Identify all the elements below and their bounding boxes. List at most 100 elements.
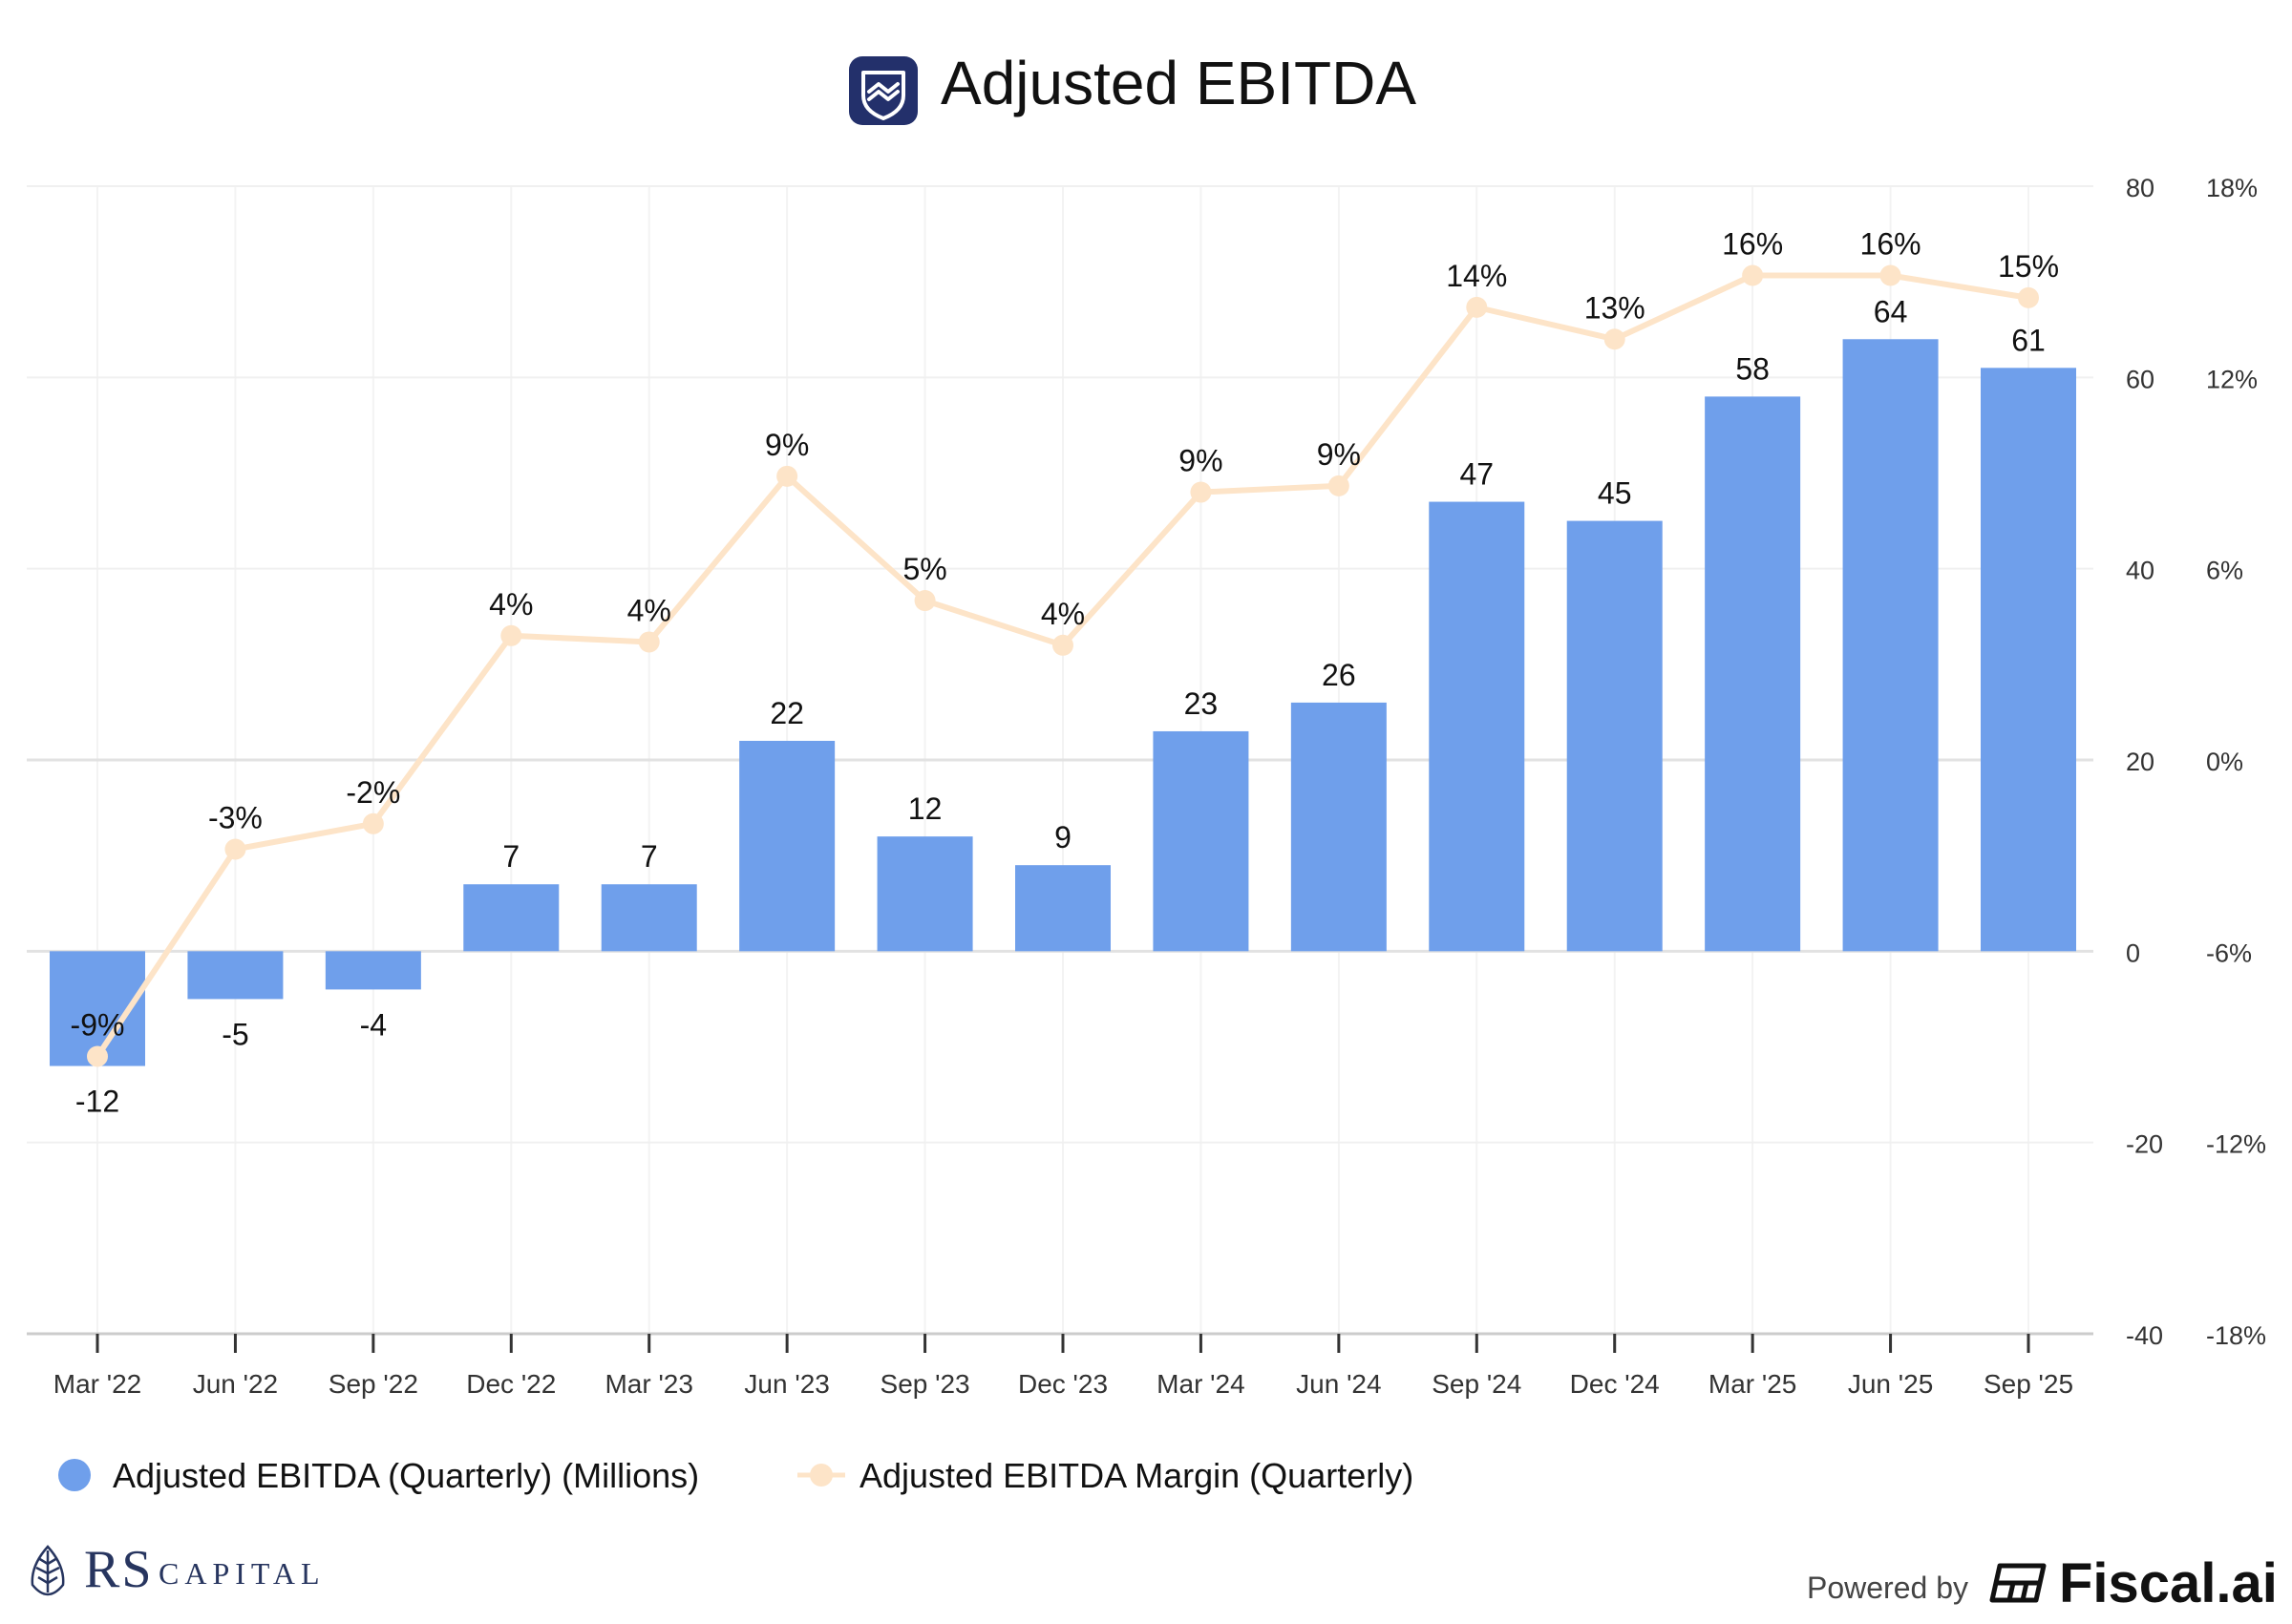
y-left-tick-label: 40 xyxy=(2126,557,2154,585)
y-right-tick-label: -6% xyxy=(2206,939,2252,967)
legend-label-line: Adjusted EBITDA Margin (Quarterly) xyxy=(860,1456,1413,1495)
x-tick-label: Jun '23 xyxy=(744,1369,829,1399)
y-left-tick-label: 60 xyxy=(2126,365,2154,393)
bar xyxy=(1290,702,1387,952)
chart-title: Adjusted EBITDA xyxy=(941,49,1416,117)
y-left-tick-label: -40 xyxy=(2126,1321,2163,1350)
title-group: Adjusted EBITDA xyxy=(849,49,1416,125)
bar-data-label: 45 xyxy=(1598,476,1632,511)
shield-handshake-icon xyxy=(861,71,905,120)
x-tick-label: Jun '25 xyxy=(1848,1369,1933,1399)
bar-layer xyxy=(50,339,2076,1066)
margin-point xyxy=(362,812,384,834)
y-right-tick-label: 18% xyxy=(2206,174,2258,202)
bar-data-label: -5 xyxy=(222,1017,248,1051)
x-tick-label: Mar '22 xyxy=(53,1369,142,1399)
bar xyxy=(1981,368,2076,952)
bar-data-label: 64 xyxy=(1874,294,1908,328)
bar-data-label: 58 xyxy=(1735,351,1770,386)
margin-data-label: 5% xyxy=(902,552,946,586)
title-logo-icon xyxy=(849,56,918,125)
x-tick-label: Mar '24 xyxy=(1157,1369,1245,1399)
x-tick-label: Jun '22 xyxy=(193,1369,278,1399)
margin-data-label: -2% xyxy=(346,775,400,810)
margin-point xyxy=(1879,264,1901,286)
x-tick-label: Dec '24 xyxy=(1570,1369,1660,1399)
bar-data-label: 26 xyxy=(1322,658,1356,692)
margin-data-label: 13% xyxy=(1584,290,1645,325)
margin-data-label: -9% xyxy=(71,1008,125,1043)
x-tick-label: Mar '25 xyxy=(1708,1369,1797,1399)
bar-data-label: 23 xyxy=(1184,686,1219,721)
bar-data-label: 7 xyxy=(502,839,520,874)
bar-data-label: 61 xyxy=(2011,323,2046,357)
margin-data-label: 14% xyxy=(1446,259,1507,293)
y-right-tick-label: -18% xyxy=(2206,1321,2266,1350)
line-layer xyxy=(87,264,2039,1067)
y-left-tick-label: -20 xyxy=(2126,1130,2163,1159)
x-tick-label: Sep '22 xyxy=(329,1369,418,1399)
margin-data-label: 4% xyxy=(627,593,671,627)
bar-data-label: -4 xyxy=(360,1007,387,1042)
axis-layer: 80 60 40 20 0 -20 -40 18% 12% 6% 0% -6% -12% -18% Mar … xyxy=(27,174,2266,1399)
y-left-tick-label: 20 xyxy=(2126,748,2154,776)
margin-point xyxy=(1052,634,1073,656)
x-tick-label: Sep '24 xyxy=(1432,1369,1521,1399)
y-right-tick-label: 12% xyxy=(2206,365,2258,393)
bar-data-label: 47 xyxy=(1459,457,1494,492)
footer-powered: Powered by Fiscal.ai xyxy=(1807,1552,2278,1614)
bar xyxy=(1015,865,1111,952)
y-left-tick-label: 80 xyxy=(2126,174,2154,202)
margin-point xyxy=(638,631,660,653)
margin-data-label: 9% xyxy=(765,428,809,462)
y-right-tick-label: -12% xyxy=(2206,1130,2266,1159)
bar-data-label: 7 xyxy=(641,839,658,874)
y-right-tick-label: 0% xyxy=(2206,748,2243,776)
footer-brand: RS CAPITAL xyxy=(31,1540,326,1599)
brand-name: CAPITAL xyxy=(159,1556,326,1591)
margin-point xyxy=(2018,286,2039,308)
margin-point xyxy=(224,838,246,860)
leaf-icon xyxy=(31,1545,65,1596)
x-tick-label: Mar '23 xyxy=(605,1369,693,1399)
legend-swatch-line-marker xyxy=(810,1464,833,1487)
legend: Adjusted EBITDA (Quarterly) (Millions) A… xyxy=(58,1456,1413,1495)
bar xyxy=(463,884,560,952)
margin-data-label: 9% xyxy=(1317,437,1361,472)
bar xyxy=(601,884,697,952)
margin-data-label: -3% xyxy=(208,800,263,834)
margin-point xyxy=(500,624,522,646)
margin-data-label: 15% xyxy=(1998,249,2059,284)
x-tick-label: Dec '23 xyxy=(1018,1369,1108,1399)
margin-point xyxy=(914,590,936,612)
y-left-tick-label: 0 xyxy=(2126,939,2140,967)
x-tick-label: Jun '24 xyxy=(1296,1369,1381,1399)
brand-initials: RS xyxy=(84,1540,154,1599)
bar xyxy=(1153,730,1249,952)
margin-point xyxy=(1603,328,1625,350)
margin-data-label: 4% xyxy=(1041,597,1085,631)
bar-data-label: 12 xyxy=(908,791,943,826)
margin-data-label: 4% xyxy=(489,587,533,622)
provider-name: Fiscal.ai xyxy=(2059,1552,2278,1614)
bar xyxy=(325,951,421,990)
fiscal-logo-icon xyxy=(1989,1563,2047,1603)
margin-point xyxy=(87,1045,108,1067)
x-tick-label: Sep '25 xyxy=(1984,1369,2073,1399)
bar-data-label: 9 xyxy=(1054,820,1072,854)
powered-by-text: Powered by xyxy=(1807,1571,1968,1605)
margin-point xyxy=(1742,264,1764,286)
bar xyxy=(1842,339,1939,952)
bar xyxy=(1566,520,1663,952)
bar xyxy=(739,740,836,952)
x-tick-label: Sep '23 xyxy=(881,1369,970,1399)
y-right-tick-label: 6% xyxy=(2206,557,2243,585)
margin-data-label: 16% xyxy=(1860,226,1921,261)
margin-point xyxy=(776,465,798,487)
margin-point xyxy=(1466,296,1488,318)
margin-point xyxy=(1327,475,1349,496)
margin-data-label: 9% xyxy=(1178,444,1222,478)
label-layer: -12 -5 -4 7 7 22 12 9 23 26 47 45 58 64 61 -9% -3% -2% 4% 4… xyxy=(71,226,2059,1118)
margin-point xyxy=(1190,481,1212,503)
